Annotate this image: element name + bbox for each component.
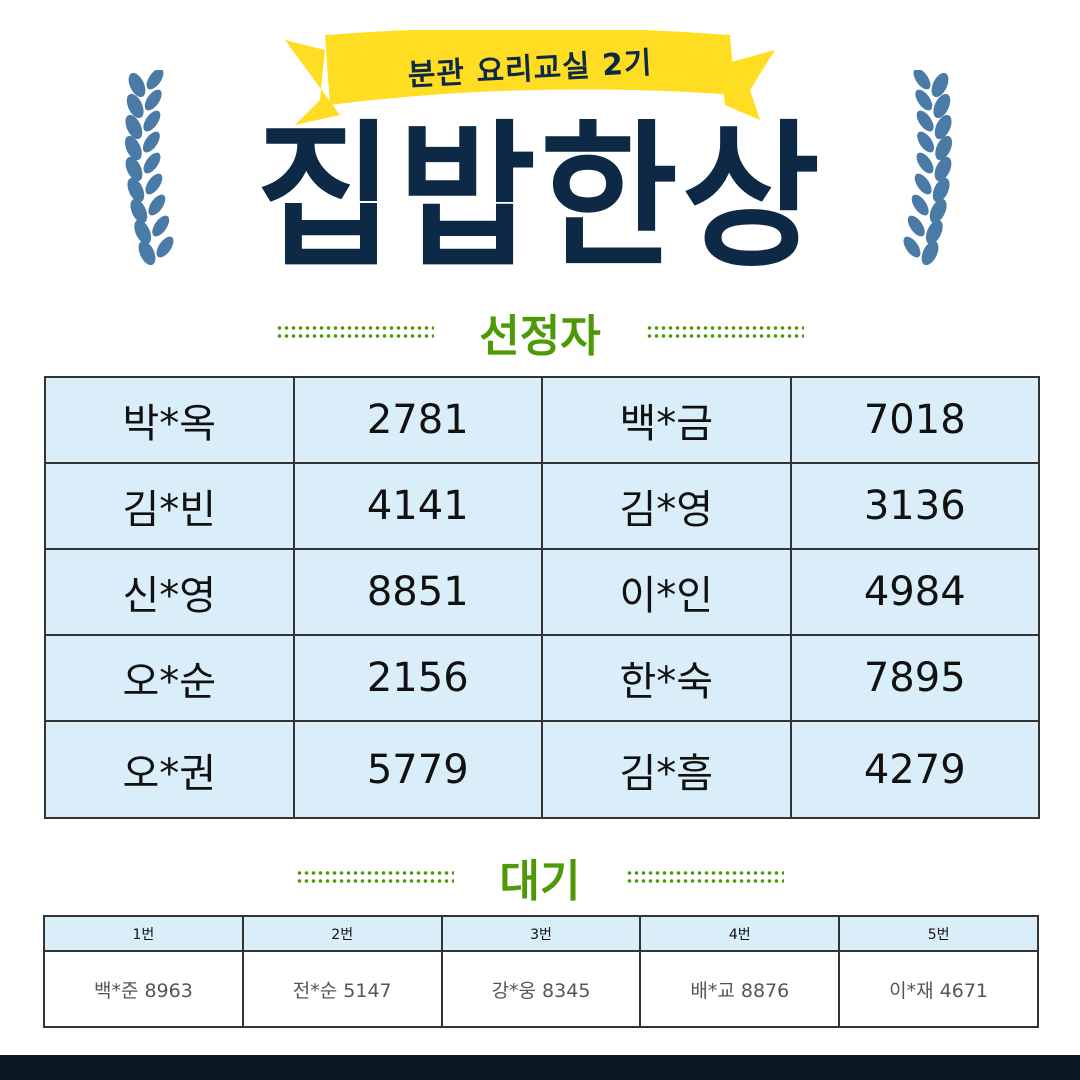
laurel-leaf: [143, 152, 161, 174]
waitlist-rank: 2번: [241, 915, 443, 952]
selected-code: 5779: [292, 720, 543, 819]
selected-code: 7018: [789, 376, 1040, 464]
dotted-divider-left: [296, 869, 455, 885]
selected-name: 김*빈: [44, 462, 295, 550]
waitlist-entry: 전*순 5147: [241, 950, 443, 1028]
selected-table: 박*옥 2781 백*금 7018 김*빈 4141 김*영 3136 신*영 8851 이*인 49…: [44, 376, 1040, 819]
table-row: 신*영 8851 이*인 4984: [44, 548, 1040, 636]
selected-name: 백*금: [541, 376, 792, 464]
laurel-leaf: [903, 236, 921, 258]
table-row: 박*옥 2781 백*금 7018: [44, 376, 1040, 464]
laurel-leaf: [152, 215, 170, 237]
laurel-leaf: [124, 135, 142, 161]
laurel-leaf: [134, 219, 152, 245]
laurel-leaf: [911, 194, 929, 216]
waitlist-entry: 이*재 4671: [838, 950, 1039, 1028]
laurel-leaf: [148, 194, 166, 216]
waitlist-rank: 5번: [838, 915, 1039, 952]
laurel-leaf: [934, 114, 952, 140]
selected-name: 이*인: [541, 548, 792, 636]
laurel-leaf: [138, 240, 156, 266]
waitlist-entry: 강*웅 8345: [440, 950, 642, 1028]
laurel-leaf: [931, 72, 949, 98]
laurel-leaf: [932, 177, 950, 203]
laurel-leaf: [917, 131, 935, 153]
page-title: 집밥한상: [255, 106, 824, 290]
laurel-leaf: [925, 219, 943, 245]
waitlist-heading: 대기: [499, 856, 581, 907]
laurel-left-icon: [124, 70, 174, 266]
waitlist-rank: 1번: [43, 915, 244, 952]
selected-code: 4279: [789, 720, 1040, 819]
dotted-divider-right: [625, 869, 784, 885]
waitlist-entry: 백*준 8963: [43, 950, 244, 1028]
laurel-leaf: [144, 89, 162, 111]
laurel-leaf: [143, 110, 161, 132]
selected-code: 2781: [292, 376, 543, 464]
laurel-leaf: [125, 156, 143, 182]
laurel-leaf: [126, 93, 144, 119]
selected-code: 3136: [789, 462, 1040, 550]
selected-name: 김*영: [541, 462, 792, 550]
dotted-divider-right: [645, 324, 804, 340]
selected-name: 김*흠: [541, 720, 792, 819]
laurel-leaf: [156, 236, 174, 258]
table-row: 오*순 2156 한*숙 7895: [44, 634, 1040, 722]
waitlist-entry: 배*교 8876: [639, 950, 841, 1028]
laurel-leaf: [128, 72, 146, 98]
waitlist-table: 1번 2번 3번 4번 5번 백*준 8963 전*순 5147 강*웅 8345 배*교 8…: [43, 915, 1039, 1028]
laurel-right-icon: [903, 70, 953, 266]
laurel-leaf: [933, 93, 951, 119]
table-row: 오*권 5779 김*흠 4279: [44, 720, 1040, 819]
selected-code: 8851: [292, 548, 543, 636]
laurel-leaf: [142, 131, 160, 153]
laurel-leaf: [907, 215, 925, 237]
laurel-leaf: [915, 89, 933, 111]
dotted-divider-left: [276, 324, 435, 340]
laurel-leaf: [929, 198, 947, 224]
selected-code: 4141: [292, 462, 543, 550]
footer-bar: [0, 1055, 1080, 1080]
selected-name: 오*순: [44, 634, 295, 722]
laurel-leaf: [921, 240, 939, 266]
waitlist-rank: 3번: [440, 915, 642, 952]
selected-code: 2156: [292, 634, 543, 722]
selected-name: 한*숙: [541, 634, 792, 722]
waitlist-rank: 4번: [639, 915, 841, 952]
laurel-leaf: [127, 177, 145, 203]
laurel-leaf: [125, 114, 143, 140]
laurel-leaf: [916, 152, 934, 174]
laurel-leaf: [146, 70, 164, 90]
selected-name: 신*영: [44, 548, 295, 636]
laurel-leaf: [145, 173, 163, 195]
laurel-leaf: [916, 110, 934, 132]
laurel-leaf: [935, 135, 953, 161]
selected-name: 박*옥: [44, 376, 295, 464]
selected-heading-row: 선정자: [0, 300, 1080, 364]
selected-code: 4984: [789, 548, 1040, 636]
laurel-leaf: [934, 156, 952, 182]
laurel-leaf: [130, 198, 148, 224]
laurel-leaf: [914, 173, 932, 195]
laurel-leaf: [913, 70, 931, 90]
ribbon-banner: [285, 30, 775, 125]
selected-name: 오*권: [44, 720, 295, 819]
selected-heading: 선정자: [479, 311, 601, 362]
table-row: 김*빈 4141 김*영 3136: [44, 462, 1040, 550]
waitlist-heading-row: 대기: [0, 845, 1080, 909]
selected-code: 7895: [789, 634, 1040, 722]
